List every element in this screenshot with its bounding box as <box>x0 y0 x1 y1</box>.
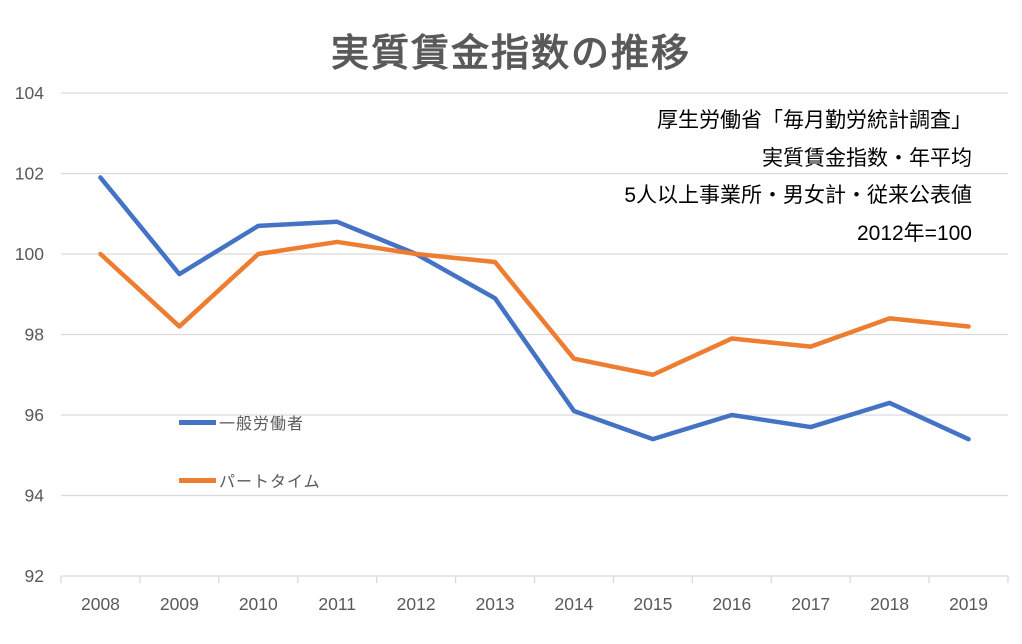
legend: 一般労働者 パートタイム <box>179 412 321 528</box>
x-axis-tick-label: 2017 <box>791 594 830 614</box>
x-axis-tick-label: 2010 <box>239 594 278 614</box>
x-axis-tick-label: 2009 <box>160 594 199 614</box>
x-axis-tick-label: 2014 <box>554 594 593 614</box>
x-axis-tick-label: 2011 <box>318 594 356 614</box>
y-axis-tick-label: 98 <box>25 325 44 345</box>
x-axis-tick-label: 2016 <box>712 594 751 614</box>
chart-title: 実質賃金指数の推移 <box>330 33 691 75</box>
x-axis-tick-label: 2008 <box>81 594 120 614</box>
legend-item-part-time: パートタイム <box>179 470 321 491</box>
y-axis-tick-label: 104 <box>15 83 44 103</box>
annotation-line-scope: 5人以上事業所・男女計・従来公表値 <box>624 184 972 207</box>
annotation-line-index-type: 実質賃金指数・年平均 <box>762 146 972 170</box>
y-axis-tick-label: 96 <box>25 405 44 425</box>
legend-item-general-workers: 一般労働者 <box>179 412 321 433</box>
y-axis-tick-label: 102 <box>15 164 44 184</box>
legend-label-general-workers: 一般労働者 <box>219 416 305 433</box>
series-line-general-workers <box>98 175 971 442</box>
y-axis-tick-label: 92 <box>25 566 44 586</box>
x-axis-tick-label: 2019 <box>949 594 988 614</box>
x-axis-tick-label: 2012 <box>397 594 436 614</box>
x-axis-tick-label: 2015 <box>633 594 672 614</box>
y-axis-tick-label: 100 <box>15 244 44 264</box>
legend-line-swatch-general-workers <box>179 419 216 425</box>
x-axis-tick-label: 2013 <box>476 594 515 614</box>
annotation-line-source: 厚生労働省「毎月勤労統計調査」 <box>657 109 972 132</box>
legend-line-swatch-part-time <box>179 477 216 483</box>
y-axis-tick-label: 94 <box>25 486 45 506</box>
annotation-line-base-year: 2012年=100 <box>856 221 972 245</box>
source-annotation: 厚生労働省「毎月勤労統計調査」 実質賃金指数・年平均 5人以上事業所・男女計・従… <box>624 102 972 252</box>
legend-label-part-time: パートタイム <box>219 474 321 491</box>
series-line-part-time <box>98 239 971 377</box>
x-axis-tick-label: 2018 <box>870 594 909 614</box>
